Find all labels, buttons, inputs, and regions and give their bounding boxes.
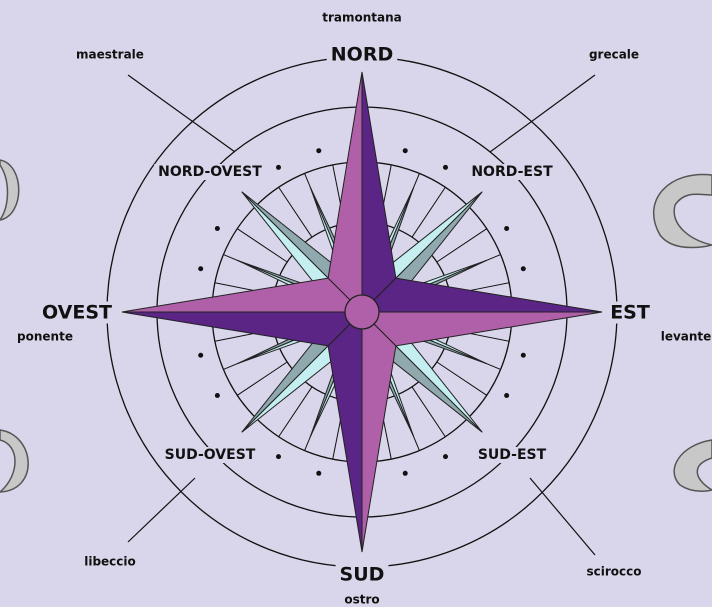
dot [198,353,203,358]
dot [215,226,220,231]
page: NORD tramontana NORD-EST grecale EST levante S… [0,0,712,607]
dot [443,165,448,170]
dot [504,393,509,398]
direction-label: SUD-OVEST [165,447,256,463]
wind-label: ostro [344,593,379,607]
wind-label: maestrale [76,48,144,62]
dot [521,266,526,271]
dot [316,148,321,153]
dot [403,148,408,153]
hub [345,295,379,329]
dot [198,266,203,271]
wind-label: grecale [589,48,639,62]
dot [276,165,281,170]
direction-label: OVEST [42,302,112,324]
compass-rose: NORD tramontana NORD-EST grecale EST levante S… [0,0,712,607]
direction-label: EST [610,302,650,324]
wind-label: scirocco [586,565,641,579]
direction-label: SUD [340,564,385,586]
dot [521,353,526,358]
direction-label: NORD [331,44,393,66]
dot [316,471,321,476]
wind-label: ponente [17,330,73,344]
dot [276,454,281,459]
wind-label: levante [661,330,712,344]
dot [504,226,509,231]
wind-label: libeccio [84,555,136,569]
direction-label: NORD-OVEST [158,164,262,180]
dot [443,454,448,459]
wind-label: tramontana [322,11,402,25]
dot [215,393,220,398]
dot [403,471,408,476]
direction-label: SUD-EST [478,447,547,463]
direction-label: NORD-EST [471,164,553,180]
